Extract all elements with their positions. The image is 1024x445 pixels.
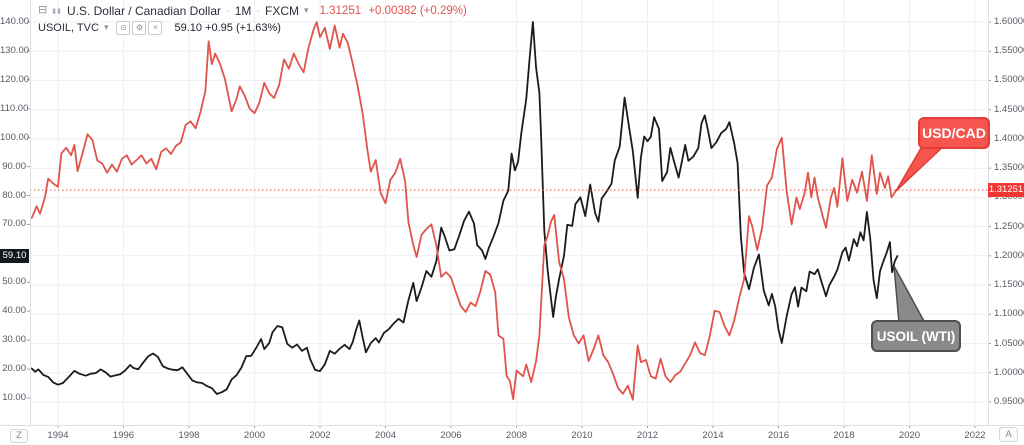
- time-axis-tick-label: 1994: [47, 430, 69, 441]
- overlay-legend-actions: ⊙ ⚙ ×: [116, 20, 163, 35]
- left-axis-tick-label: 120.00: [0, 73, 30, 85]
- right-axis-tick-label: 1.40000: [994, 132, 1024, 144]
- last-price: 1.31251: [319, 4, 362, 17]
- time-axis-tick-label: 2010: [571, 430, 593, 441]
- separator-dot: ·: [226, 4, 230, 17]
- overlay-last-price: 59.10: [174, 21, 202, 34]
- left-axis-tick-label: 140.00: [0, 16, 30, 27]
- time-axis-tick-label: 2018: [833, 430, 855, 441]
- time-axis-tick-label: 2006: [440, 430, 462, 441]
- right-axis-tick-label: 1.10000: [994, 308, 1024, 320]
- interval-label[interactable]: 1M: [234, 3, 252, 18]
- usdcad-callout-label[interactable]: USD/CAD: [918, 117, 990, 149]
- time-axis-tick-label: 2022: [964, 430, 986, 441]
- chevron-down-icon[interactable]: ▾: [103, 22, 109, 32]
- left-axis-tick-label: 130.00: [0, 44, 30, 56]
- time-axis-tick-label: 2004: [374, 430, 397, 441]
- left-scale-mode-button[interactable]: Z: [10, 429, 28, 443]
- left-axis-tick-label: 70.00: [2, 218, 26, 230]
- overlay-symbol-title[interactable]: USOIL, TVC: [38, 21, 99, 34]
- separator-dot: ·: [256, 4, 261, 17]
- time-axis-tick-label: 2002: [309, 430, 331, 441]
- left-axis-tick-label: 100.00: [0, 131, 30, 143]
- left-price-scale[interactable]: [0, 0, 31, 425]
- series-line-usoil[interactable]: [30, 21, 899, 395]
- gear-icon[interactable]: ⚙: [132, 20, 147, 35]
- series-lines: [30, 21, 899, 401]
- left-axis-tick-label: 10.00: [2, 392, 26, 403]
- right-axis-tick-label: 0.95000: [994, 396, 1024, 407]
- overlay-series-legend-row: USOIL, TVC ▾ ⊙ ⚙ × 59.10 +0.95 (+1.63%): [38, 20, 467, 35]
- close-icon[interactable]: ×: [148, 20, 163, 35]
- usoil-price-badge: 59.10: [0, 248, 29, 263]
- usoil-callout-label[interactable]: USOIL (WTI): [871, 320, 961, 352]
- right-axis-tick-label: 1.35000: [994, 162, 1024, 174]
- auto-scale-button[interactable]: A: [999, 427, 1018, 442]
- right-axis-tick-label: 1.25000: [994, 220, 1024, 232]
- left-axis-tick-label: 90.00: [2, 160, 26, 172]
- overlay-price-change: +0.95 (+1.63%): [205, 21, 281, 34]
- left-axis-tick-label: 80.00: [2, 189, 26, 201]
- chevron-down-icon[interactable]: ▾: [304, 5, 309, 15]
- time-axis-tick-label: 2008: [505, 430, 528, 441]
- series-line-usdcad[interactable]: [30, 21, 898, 401]
- symbol-title[interactable]: U.S. Dollar / Canadian Dollar: [66, 3, 222, 18]
- right-axis-tick-label: 1.50000: [994, 74, 1024, 86]
- collapse-legend-icon[interactable]: ⊟: [38, 4, 48, 16]
- right-axis-tick-label: 1.60000: [994, 16, 1024, 27]
- time-axis-tick-label: 2020: [898, 430, 921, 441]
- main-series-legend-row: ⊟ ▮▮ U.S. Dollar / Canadian Dollar · 1M …: [38, 3, 467, 18]
- right-axis-tick-label: 1.45000: [994, 103, 1024, 115]
- right-axis-tick-label: 1.15000: [994, 279, 1024, 291]
- series-flag-icon: ▮▮: [52, 7, 62, 15]
- right-price-scale[interactable]: [988, 0, 1024, 425]
- grid-lines: [30, 0, 988, 425]
- time-axis-tick-label: 2012: [636, 430, 659, 441]
- left-axis-tick-label: 40.00: [2, 305, 26, 317]
- usdcad-price-badge: 1.31251: [988, 183, 1024, 198]
- right-axis-tick-label: 1.20000: [994, 249, 1024, 261]
- left-axis-tick-label: 30.00: [2, 334, 26, 346]
- time-axis-tick-label: 2014: [702, 430, 724, 441]
- axis-tick-marks: [27, 21, 991, 428]
- overlay-quote: 59.10 +0.95 (+1.63%): [174, 22, 280, 34]
- time-axis-tick-label: 1996: [112, 430, 135, 441]
- right-axis-tick-label: 1.05000: [994, 337, 1024, 349]
- right-axis-tick-label: 1.55000: [994, 45, 1024, 57]
- main-quote: 1.31251 +0.00382 (+0.29%): [320, 5, 467, 17]
- left-axis-tick-label: 50.00: [2, 276, 26, 288]
- left-axis-tick-label: 20.00: [2, 363, 26, 375]
- left-axis-tick-label: 110.00: [0, 102, 29, 114]
- time-scale[interactable]: [0, 425, 1024, 445]
- legend: ⊟ ▮▮ U.S. Dollar / Canadian Dollar · 1M …: [38, 3, 467, 35]
- time-axis-tick-label: 2016: [767, 430, 790, 441]
- time-axis-tick-label: 2000: [243, 430, 266, 441]
- time-axis-tick-label: 1998: [178, 430, 200, 441]
- eye-icon[interactable]: ⊙: [116, 20, 131, 35]
- source-label[interactable]: FXCM: [265, 3, 300, 18]
- price-change: +0.00382 (+0.29%): [368, 4, 467, 17]
